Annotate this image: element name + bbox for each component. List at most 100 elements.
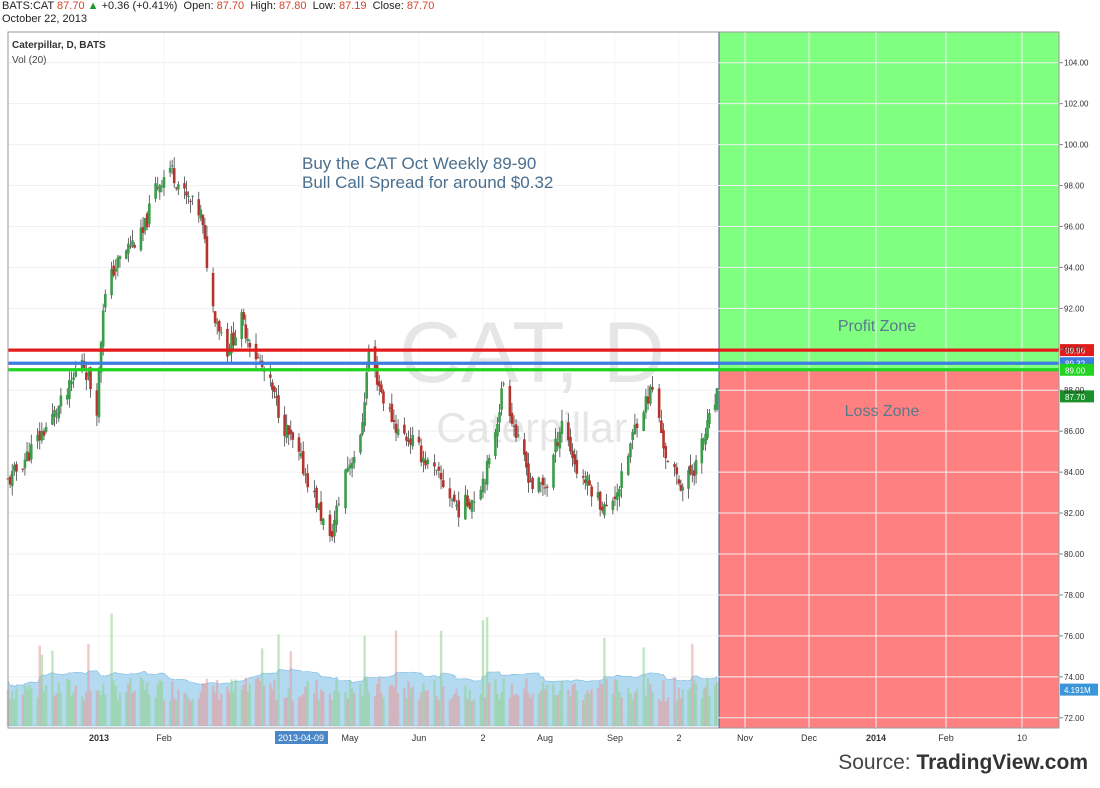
- price-badge: [1060, 363, 1094, 376]
- volume-bar: [558, 690, 562, 726]
- candle-body: [527, 463, 530, 483]
- volume-bar: [620, 697, 623, 726]
- y-tick-label: 102.00: [1064, 100, 1089, 109]
- candle-body: [228, 350, 231, 356]
- candle-body: [42, 430, 46, 436]
- volume-bar: [23, 685, 27, 726]
- candle-body: [516, 434, 520, 437]
- volume-bar: [666, 697, 670, 726]
- y-tick-label: 96.00: [1064, 222, 1085, 231]
- volume-bar: [158, 680, 162, 726]
- candle-body: [673, 464, 676, 468]
- candle-body: [80, 359, 84, 371]
- volume-bar: [464, 685, 467, 726]
- volume-bar: [525, 678, 528, 726]
- volume-bar: [125, 691, 128, 726]
- candle-body: [560, 420, 564, 434]
- volume-bar: [677, 687, 681, 726]
- volume-bar: [38, 645, 41, 726]
- source-prefix: Source:: [838, 751, 917, 774]
- candle-body: [348, 464, 352, 469]
- volume-bar: [392, 687, 396, 726]
- candle-body: [68, 380, 71, 400]
- candle-body: [407, 440, 410, 442]
- x-tick-label: 2013: [89, 733, 109, 743]
- volume-bar: [89, 690, 92, 726]
- candle-body: [172, 168, 176, 184]
- volume-bar: [556, 695, 559, 726]
- volume-bar: [508, 697, 512, 726]
- candle-body: [344, 469, 347, 509]
- candle-body: [677, 479, 681, 484]
- volume-bar: [573, 683, 576, 726]
- volume-bar: [417, 699, 421, 726]
- volume-bar: [287, 688, 290, 726]
- volume-bar: [143, 690, 147, 726]
- candle-body: [36, 434, 39, 442]
- profit-zone: [719, 32, 1059, 370]
- x-tick-label: Aug: [537, 733, 553, 743]
- volume-bar: [359, 683, 362, 726]
- candle-body: [437, 466, 441, 471]
- y-tick-label: 76.00: [1064, 632, 1085, 641]
- volume-bar: [708, 695, 711, 726]
- candle-body: [330, 531, 334, 538]
- volume-bar: [651, 691, 654, 726]
- candle-body: [631, 431, 634, 441]
- volume-bar: [500, 692, 503, 726]
- volume-bar: [494, 679, 497, 726]
- source-name: TradingView.com: [916, 751, 1088, 774]
- candle-body: [350, 462, 354, 469]
- volume-bar: [380, 692, 383, 726]
- volume-bar: [322, 691, 325, 726]
- volume-bar: [131, 692, 134, 726]
- volume-bar: [285, 697, 288, 726]
- volume-bar: [57, 682, 60, 726]
- stock-chart[interactable]: CAT, D Caterpillar 89.9689.3289.0087.704…: [0, 0, 1100, 750]
- x-tick-label: 2: [676, 733, 681, 743]
- volume-bar: [80, 696, 84, 726]
- candle-body: [313, 490, 316, 493]
- volume-bar: [422, 683, 425, 726]
- volume-bar: [99, 695, 103, 726]
- candle-body: [187, 196, 190, 198]
- candle-body: [466, 495, 469, 506]
- volume-bar: [44, 685, 48, 726]
- candle-body: [275, 396, 278, 398]
- volume-bar: [170, 681, 174, 726]
- volume-bar: [588, 693, 591, 726]
- volume-bar: [642, 647, 645, 726]
- candle-body: [373, 346, 377, 369]
- volume-bar: [442, 686, 445, 726]
- candle-body: [174, 187, 178, 189]
- candle-body: [101, 310, 105, 347]
- volume-bar: [450, 697, 454, 726]
- volume-bar: [160, 681, 164, 726]
- candle-body: [201, 214, 205, 225]
- volume-bar: [673, 677, 676, 726]
- candle-body: [541, 477, 545, 486]
- candle-body: [70, 381, 73, 385]
- y-tick-label: 84.00: [1064, 468, 1085, 477]
- loss-zone-label: Loss Zone: [845, 403, 920, 420]
- candle-body: [10, 470, 14, 487]
- candle-body: [72, 377, 75, 380]
- candle-body: [112, 265, 115, 276]
- candle-body: [510, 412, 514, 424]
- candle-body: [525, 452, 528, 468]
- candle-body: [575, 459, 579, 474]
- volume-bar: [694, 684, 698, 726]
- candle-body: [588, 480, 591, 486]
- volume-bar: [468, 689, 471, 726]
- candle-body: [352, 457, 356, 464]
- volume-bar: [590, 689, 593, 726]
- candle-body: [205, 236, 209, 269]
- candle-body: [508, 385, 512, 417]
- candle-body: [618, 488, 621, 497]
- volume-bar: [702, 689, 705, 726]
- open-value: 87.70: [216, 0, 245, 12]
- candle-body: [21, 468, 25, 470]
- candle-body: [433, 462, 436, 467]
- volume-bar: [289, 651, 292, 726]
- volume-bar: [201, 682, 205, 726]
